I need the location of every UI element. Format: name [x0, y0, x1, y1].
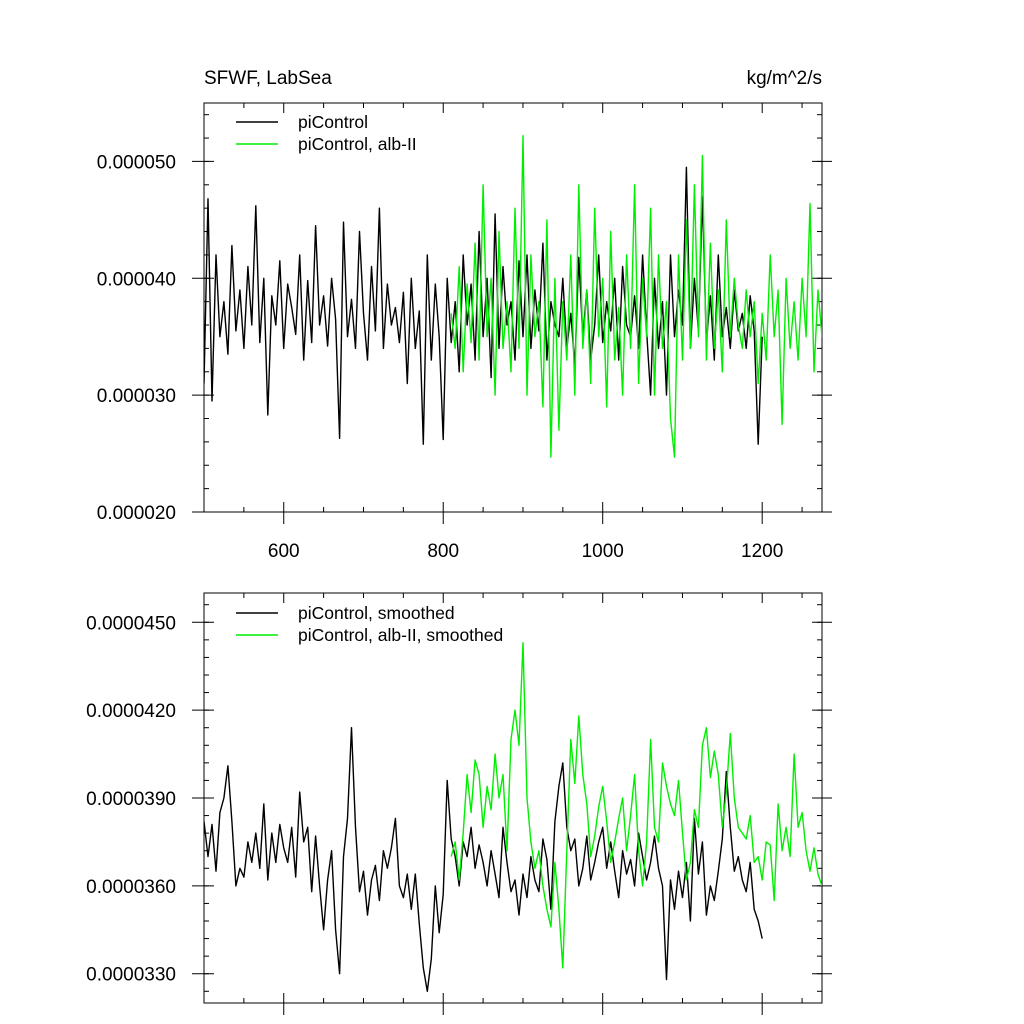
bottom-series-line-picontrol: [204, 727, 763, 992]
top-y-tick-label: 0.000050: [97, 152, 176, 173]
top-y-tick-label: 0.000040: [97, 269, 176, 290]
bottom-panel: 0.0000330 0.0000360 0.0000390 0.0000420 0.00…: [86, 592, 832, 1015]
top-y-tick-label: 0.000020: [97, 503, 176, 524]
top-legend-label: piControl: [298, 112, 368, 132]
bottom-legend-label: piControl, alb-II, smoothed: [298, 625, 503, 645]
top-y-tick-label: 0.000030: [97, 386, 176, 407]
top-x-tick-label: 1000: [582, 541, 624, 562]
top-series-line-alb-ii: [450, 134, 822, 458]
bottom-legend-label: piControl, smoothed: [298, 603, 455, 623]
bottom-series-line-alb-ii: [450, 642, 822, 969]
top-x-tick-label: 800: [427, 541, 459, 562]
top-panel-units: kg/m^2/s: [747, 68, 822, 89]
bottom-y-tick-label: 0.0000390: [86, 789, 176, 810]
bottom-y-tick-label: 0.0000360: [86, 877, 176, 898]
bottom-plot-frame: [203, 592, 823, 1004]
bottom-y-tick-label: 0.0000330: [86, 965, 176, 986]
top-plot-frame: [203, 102, 823, 513]
top-series-line-picontrol: [204, 166, 763, 445]
top-x-tick-label: 1200: [741, 541, 783, 562]
top-panel: SFWF, LabSea kg/m^2/s 600 800 1000 1200 0.00…: [97, 68, 832, 562]
top-x-tick-label: 600: [268, 541, 300, 562]
top-panel-title: SFWF, LabSea: [204, 68, 332, 89]
top-legend-label: piControl, alb-II: [298, 134, 417, 154]
bottom-y-tick-label: 0.0000450: [86, 613, 176, 634]
bottom-y-tick-label: 0.0000420: [86, 701, 176, 722]
